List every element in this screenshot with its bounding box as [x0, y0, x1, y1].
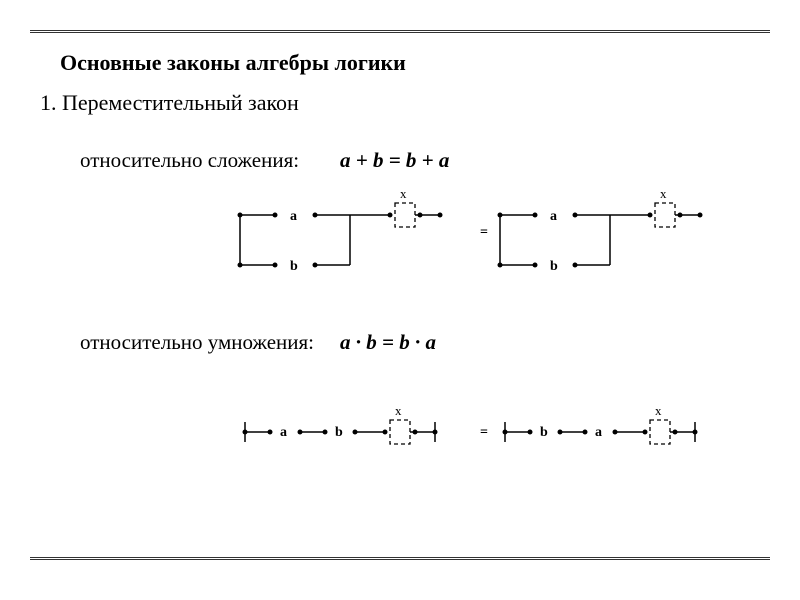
- label-a: a: [280, 425, 287, 440]
- label-x: x: [395, 403, 402, 418]
- label-x: x: [660, 190, 667, 201]
- multiplication-label: относительно умножения:: [80, 330, 314, 355]
- series-circuit-right: b a x: [500, 400, 720, 460]
- parallel-circuit-right: a b x: [490, 190, 720, 290]
- label-b: b: [335, 425, 343, 440]
- addition-formula: a + b = b + a: [340, 148, 449, 173]
- label-b: b: [540, 425, 548, 440]
- equals-1: =: [480, 225, 488, 241]
- label-b: b: [550, 259, 558, 274]
- label-b: b: [290, 259, 298, 274]
- equals-2: =: [480, 425, 488, 441]
- multiplication-formula: a · b = b · a: [340, 330, 436, 355]
- law-heading: 1. Переместительный закон: [40, 90, 299, 116]
- parallel-circuit-left: a b x: [230, 190, 460, 290]
- label-a: a: [595, 425, 602, 440]
- series-circuit-left: a b x: [240, 400, 460, 460]
- label-a: a: [290, 209, 297, 224]
- page-title: Основные законы алгебры логики: [60, 50, 406, 76]
- label-x: x: [655, 403, 662, 418]
- label-x: x: [400, 190, 407, 201]
- label-a: a: [550, 209, 557, 224]
- addition-label: относительно сложения:: [80, 148, 299, 173]
